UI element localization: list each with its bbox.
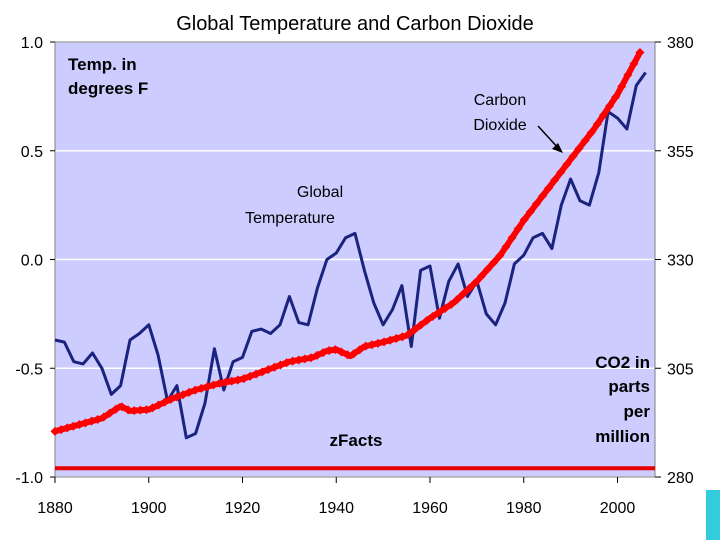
co2-marker: [105, 408, 115, 418]
co2-marker: [452, 295, 462, 305]
co2-marker: [410, 325, 420, 335]
left-tick-label: 1.0: [21, 35, 43, 52]
co2-marker: [403, 329, 413, 339]
co2-marker: [623, 70, 633, 80]
x-tick-label: 1980: [506, 500, 542, 517]
co2-marker: [544, 183, 554, 193]
co2-marker: [458, 289, 468, 299]
x-tick-label: 1940: [318, 500, 354, 517]
carbon-dioxide-arrow-head: [552, 143, 563, 153]
co2-marker: [361, 341, 371, 351]
co2-series: [50, 47, 645, 436]
co2-marker: [300, 354, 310, 364]
global-temperature-label-line2: Temperature: [245, 210, 335, 227]
co2-marker: [550, 175, 560, 185]
co2-marker: [495, 251, 505, 261]
co2-marker: [422, 316, 432, 326]
axis-ticks: 1.0 0.5 0.0 -0.5 -1.0 380 355 330 305 280 1880 1900…: [15, 35, 693, 517]
co2-marker: [519, 215, 529, 225]
co2-marker: [221, 377, 231, 387]
x-tick-label: 1900: [131, 500, 167, 517]
source-label: zFacts: [330, 431, 383, 450]
co2-marker: [428, 311, 438, 321]
left-tick-label: 0.0: [21, 253, 43, 270]
right-edge-accent: [706, 490, 720, 540]
co2-marker: [477, 271, 487, 281]
co2-marker: [562, 159, 572, 169]
co2-marker: [586, 128, 596, 138]
co2-marker: [416, 320, 426, 330]
co2-marker: [629, 59, 639, 69]
right-tick-label: 305: [667, 361, 694, 378]
right-tick-label: 280: [667, 470, 694, 487]
x-tick-label: 1960: [412, 500, 448, 517]
co2-marker: [605, 101, 615, 111]
chart-title: Global Temperature and Carbon Dioxide: [176, 13, 534, 35]
co2-marker: [501, 242, 511, 252]
co2-marker: [489, 257, 499, 267]
right-tick-label: 330: [667, 253, 694, 270]
temp-units-label-line1: Temp. in: [68, 55, 137, 74]
left-tick-label: 0.5: [21, 144, 43, 161]
carbon-dioxide-label-line1: Carbon: [474, 92, 526, 109]
carbon-dioxide-label-line2: Dioxide: [473, 117, 526, 134]
co2-marker: [598, 110, 608, 120]
co2-marker: [129, 406, 139, 416]
co2-marker: [135, 405, 145, 415]
co2-marker: [611, 92, 621, 102]
right-tick-label: 355: [667, 144, 694, 161]
co2-marker: [288, 356, 298, 366]
left-tick-label: -1.0: [15, 470, 43, 487]
co2-units-label-line3: per: [624, 402, 651, 421]
co2-units-label-line1: CO2 in: [595, 353, 650, 372]
co2-marker: [123, 405, 133, 415]
co2-marker: [531, 199, 541, 209]
co2-marker: [483, 264, 493, 274]
co2-marker: [525, 207, 535, 217]
temp-units-label-line2: degrees F: [68, 79, 148, 98]
co2-marker: [446, 300, 456, 310]
co2-marker: [592, 119, 602, 129]
co2-units-label-line2: parts: [608, 377, 650, 396]
co2-marker: [373, 338, 383, 348]
co2-marker: [507, 233, 517, 243]
co2-marker: [440, 303, 450, 313]
co2-marker: [294, 355, 304, 365]
co2-marker: [233, 375, 243, 385]
co2-marker: [617, 81, 627, 91]
co2-marker: [574, 143, 584, 153]
co2-marker: [324, 346, 334, 356]
co2-marker: [99, 412, 109, 422]
co2-marker: [556, 167, 566, 177]
co2-marker: [568, 151, 578, 161]
left-tick-label: -0.5: [15, 361, 43, 378]
x-tick-label: 2000: [600, 500, 636, 517]
co2-marker: [117, 402, 127, 412]
co2-marker: [635, 47, 645, 57]
co2-marker: [513, 224, 523, 234]
co2-marker: [367, 340, 377, 350]
temperature-series-line: [54, 71, 647, 440]
x-tick-label: 1880: [37, 500, 73, 517]
co2-marker: [215, 378, 225, 388]
co2-marker: [349, 349, 359, 359]
global-temperature-label-line1: Global: [297, 184, 343, 201]
co2-marker: [227, 376, 237, 386]
co2-units-label-line4: million: [595, 427, 650, 446]
x-tick-label: 1920: [225, 500, 261, 517]
right-tick-label: 380: [667, 35, 694, 52]
co2-marker: [580, 136, 590, 146]
co2-marker: [343, 350, 352, 360]
co2-marker: [538, 191, 547, 201]
co2-marker: [464, 283, 474, 293]
co2-marker: [355, 345, 365, 355]
co2-marker: [470, 278, 480, 288]
co2-marker: [434, 307, 444, 317]
